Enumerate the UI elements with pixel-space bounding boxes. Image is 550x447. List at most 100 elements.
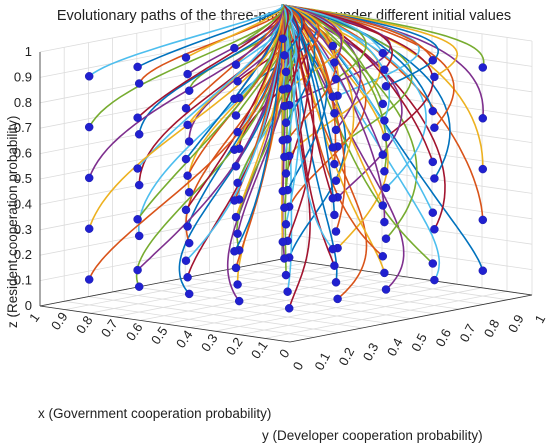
initial-point <box>183 120 192 130</box>
initial-point <box>381 285 391 294</box>
z-tick-label: 0.5 <box>14 171 32 186</box>
x-axis-line <box>39 305 291 343</box>
grid-floor-y <box>257 263 508 301</box>
initial-point <box>430 174 439 183</box>
y-tick-label: 1 <box>532 312 549 325</box>
z-tick-label: 0 <box>25 298 32 313</box>
initial-point <box>184 238 194 248</box>
initial-point <box>183 222 192 231</box>
y-tick-label: 0 <box>290 359 307 372</box>
grid-wall-z <box>39 157 283 205</box>
z-tick-label: 0.4 <box>14 196 32 211</box>
initial-point <box>181 256 191 265</box>
x-tick-label: 0.8 <box>73 313 96 336</box>
initial-point <box>281 220 291 229</box>
initial-point <box>134 231 144 241</box>
initial-point <box>428 259 438 268</box>
x-tick-label: 0.6 <box>123 320 146 343</box>
grid-floor-y <box>112 291 363 329</box>
initial-point <box>133 113 142 122</box>
initial-point <box>331 125 341 135</box>
x-tick-label: 0.1 <box>248 338 271 361</box>
grid-floor-y <box>136 286 387 324</box>
grid-wall-z <box>281 131 533 169</box>
initial-point <box>380 268 389 278</box>
y-tick-label: 0.6 <box>432 326 454 349</box>
initial-point <box>284 304 294 313</box>
initial-point <box>428 208 438 217</box>
initial-point <box>280 51 289 60</box>
initial-point <box>84 275 94 284</box>
grid-floor-y <box>209 272 460 310</box>
z-tick-label: 1 <box>25 44 32 59</box>
initial-point <box>430 275 439 285</box>
initial-point <box>183 273 192 282</box>
initial-point <box>233 280 242 289</box>
grid-wall-z <box>281 207 533 245</box>
initial-point <box>133 164 142 173</box>
initial-point <box>280 254 289 263</box>
initial-point <box>134 180 144 190</box>
initial-point <box>281 169 291 178</box>
initial-point <box>430 72 439 82</box>
initial-point <box>478 215 488 225</box>
initial-point <box>231 60 241 69</box>
initial-point <box>184 86 194 95</box>
initial-point <box>328 143 338 152</box>
initial-point <box>184 289 194 299</box>
initial-point <box>230 145 239 154</box>
z-tick-label: 0.3 <box>14 222 32 237</box>
grid-wall-z <box>39 106 283 154</box>
grid-wall-z <box>39 4 283 53</box>
initial-point <box>234 296 244 306</box>
initial-points <box>84 34 488 313</box>
y-axis-line <box>289 294 533 343</box>
initial-point <box>181 53 191 62</box>
initial-point <box>281 67 291 77</box>
x-tick-label: 1 <box>26 310 42 325</box>
grid-wall-z <box>281 157 533 194</box>
y-tick-label: 0.9 <box>505 312 527 335</box>
initial-point <box>378 201 388 210</box>
y-tick-label: 0.1 <box>311 350 333 373</box>
initial-point <box>478 63 488 72</box>
initial-point <box>183 171 192 180</box>
initial-point <box>233 127 242 137</box>
initial-point <box>331 227 341 236</box>
initial-point <box>278 237 288 247</box>
x-axis-label: x (Government cooperation probability) <box>38 406 271 421</box>
x-tick-label: 0.7 <box>98 317 121 340</box>
initial-point <box>330 210 339 220</box>
initial-point <box>233 229 242 238</box>
initial-point <box>84 72 94 81</box>
z-axis-label: z (Resident cooperation probability) <box>5 116 20 328</box>
back-floor-edge <box>39 258 283 307</box>
initial-point <box>181 104 191 113</box>
z-tick-label: 0.8 <box>14 95 32 110</box>
initial-point <box>328 41 338 51</box>
initial-point <box>378 252 388 261</box>
initial-point <box>430 225 439 234</box>
grid-floor-y <box>88 296 339 333</box>
initial-point <box>378 150 388 159</box>
initial-point <box>278 85 288 94</box>
initial-point <box>134 79 144 88</box>
back-floor-edge <box>281 258 533 296</box>
initial-point <box>378 99 388 109</box>
initial-point <box>278 136 288 145</box>
initial-point <box>184 137 194 146</box>
z-tick-label: 0.2 <box>14 247 32 262</box>
grid-floor-y <box>64 300 315 338</box>
initial-point <box>84 173 94 183</box>
grid-floor-y <box>233 268 484 305</box>
x-tick-label: 0.4 <box>173 327 196 350</box>
initial-point <box>428 106 438 116</box>
initial-point <box>331 176 341 185</box>
initial-point <box>330 159 339 169</box>
initial-point <box>381 132 391 142</box>
y-tick-label: 0.8 <box>481 317 503 340</box>
initial-point <box>281 270 291 280</box>
initial-point <box>380 217 389 227</box>
initial-point <box>280 101 289 111</box>
